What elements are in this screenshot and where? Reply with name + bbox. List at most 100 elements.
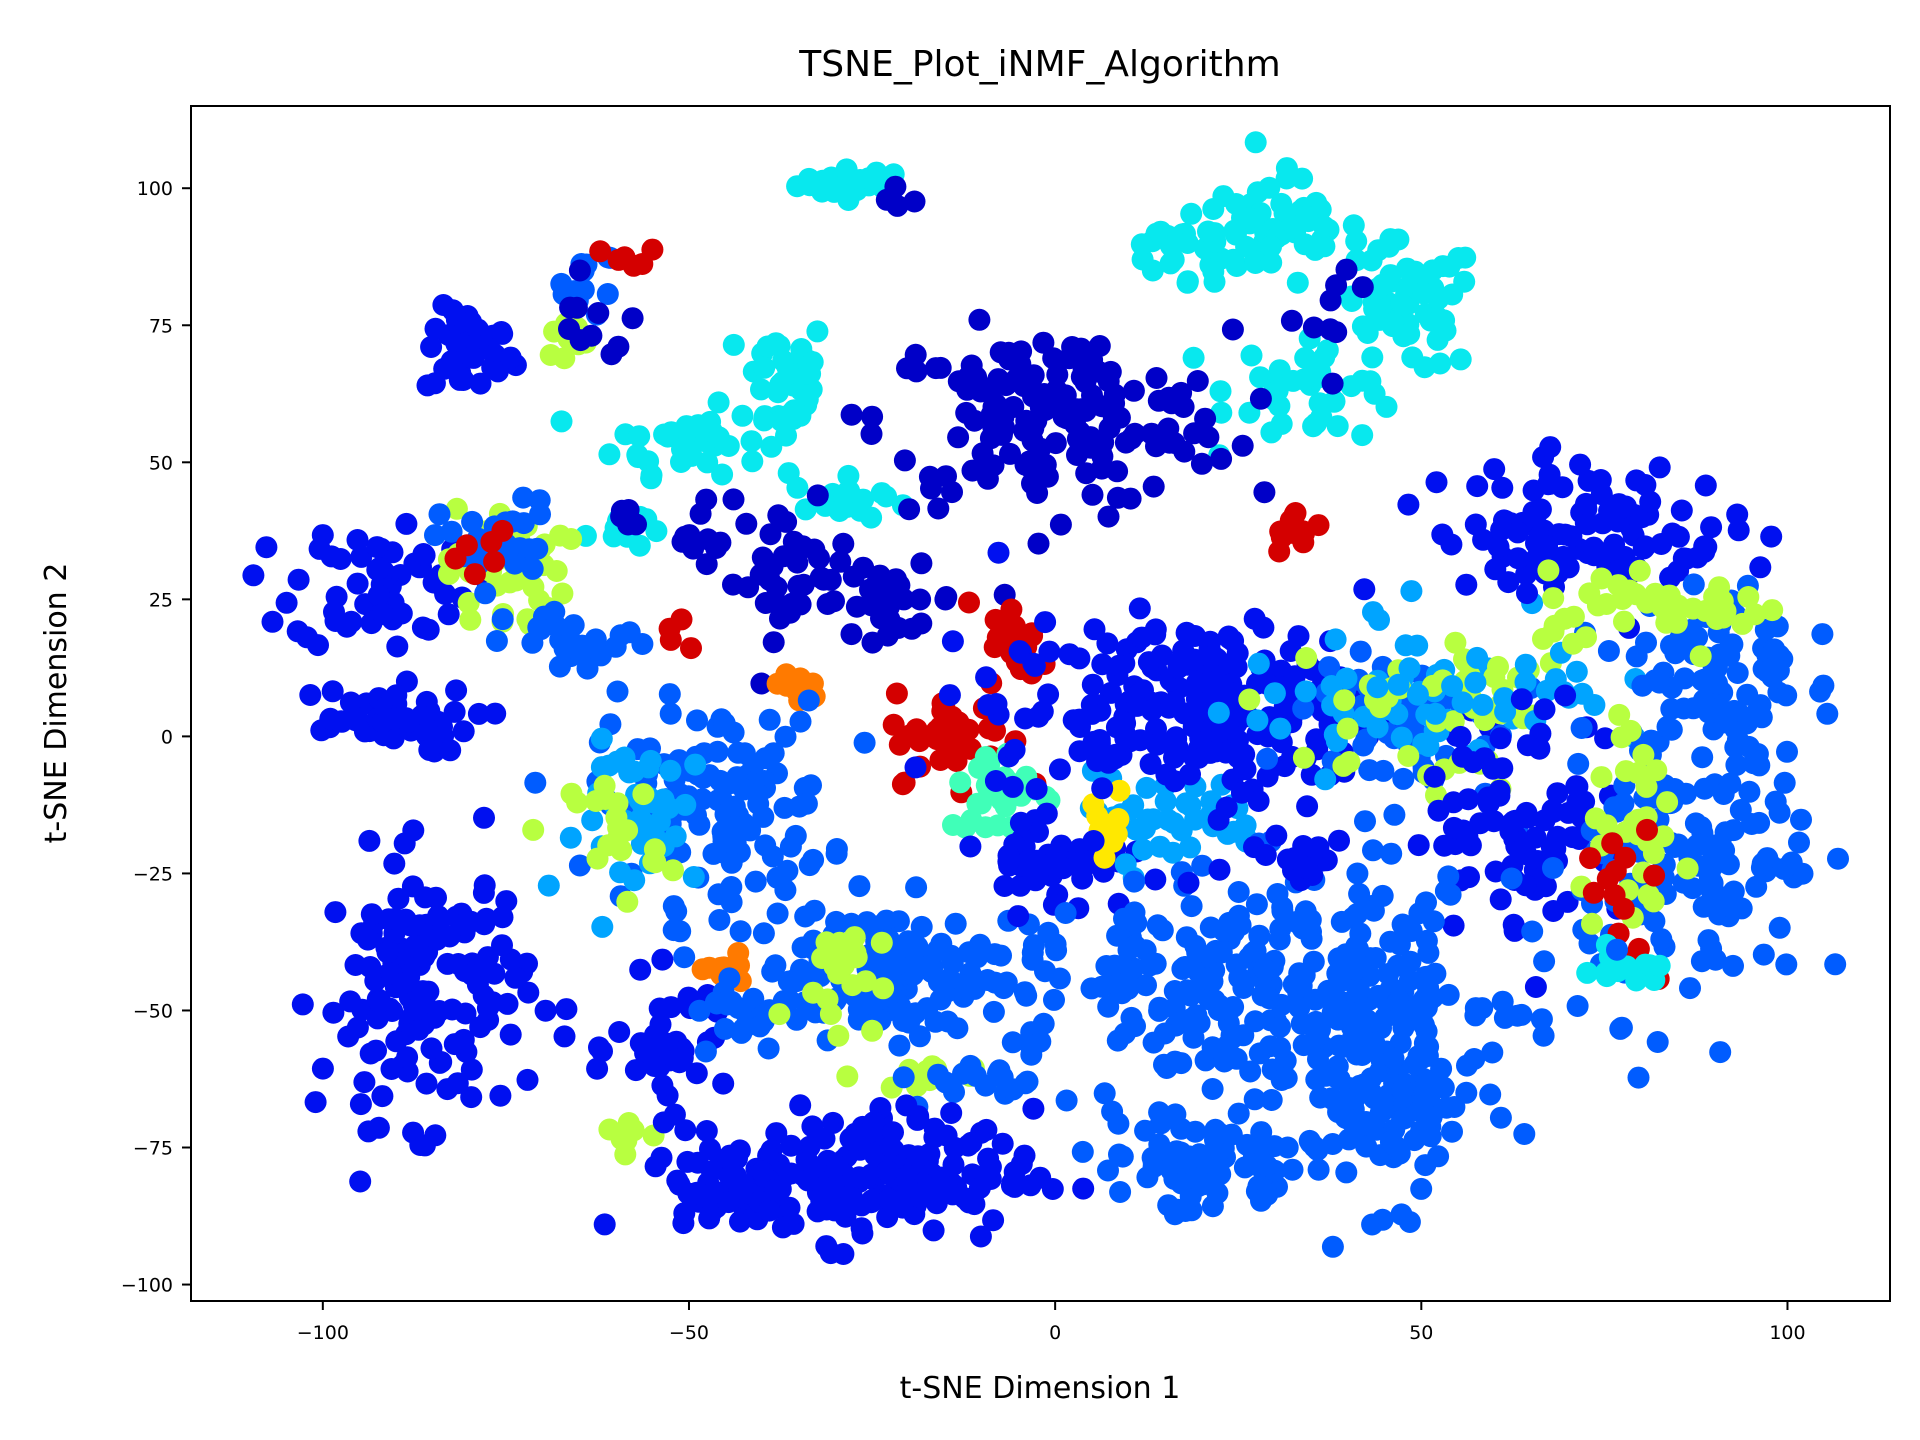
scatter-point [861,631,884,654]
scatter-point [1037,683,1060,706]
scatter-point [498,571,521,594]
y-tick-label: −25 [133,863,173,885]
scatter-point [1745,875,1768,898]
scatter-point [713,1017,736,1040]
scatter-point [774,879,797,902]
scatter-point [1101,1100,1124,1123]
scatter-point [627,446,649,469]
scatter-point [1154,790,1177,813]
scatter-point [1335,258,1358,281]
scatter-point [918,955,941,978]
scatter-point [1041,1178,1064,1200]
scatter-point [371,1085,394,1108]
scatter-point [1533,950,1556,973]
scatter-point [1603,884,1626,907]
scatter-point [784,824,807,847]
scatter-point [1130,233,1153,256]
scatter-point [758,1199,781,1222]
scatter-point [1253,481,1276,504]
scatter-point [1731,612,1754,635]
scatter-point [1390,726,1413,749]
scatter-point [927,497,950,520]
scatter-point [753,409,776,432]
scatter-point [1137,651,1160,674]
scatter-point [941,1183,964,1206]
scatter-point [854,970,877,993]
scatter-point [1188,1012,1211,1034]
scatter-point [1325,1089,1348,1112]
scatter-point [1097,995,1120,1018]
scatter-point [386,635,409,658]
scatter-point [770,409,793,432]
scatter-point [1614,760,1637,783]
scatter-point [1022,417,1045,440]
scatter-point [1282,369,1305,392]
scatter-point [671,1046,694,1069]
scatter-points [242,131,1849,1265]
scatter-point [1253,957,1276,980]
scatter-point [885,953,908,976]
scatter-point [663,1103,686,1126]
scatter-point [1371,884,1394,907]
scatter-point [392,972,415,995]
scatter-point [649,1013,672,1036]
scatter-point [1157,1194,1180,1217]
scatter-point [580,324,603,347]
scatter-point [1382,1047,1405,1070]
scatter-point [741,450,764,473]
scatter-point [1646,1031,1669,1053]
scatter-point [1182,346,1205,369]
scatter-point [1019,1174,1042,1197]
scatter-point [609,624,632,647]
scatter-point [490,321,513,343]
scatter-point [949,771,972,794]
scatter-point [1579,847,1602,870]
scatter-point [843,926,866,949]
scatter-point [750,378,772,401]
scatter-point [1535,679,1558,702]
scatter-point [851,1222,874,1245]
scatter-point [1247,790,1270,812]
scatter-point [1171,1010,1194,1033]
scatter-point [1581,912,1603,935]
scatter-point [1692,895,1715,918]
scatter-point [445,332,468,355]
scatter-point [1260,235,1282,258]
scatter-point [1648,954,1671,977]
scatter-point [713,712,736,735]
scatter-point [1207,808,1230,831]
scatter-point [1407,834,1430,857]
scatter-point [1764,790,1787,813]
scatter-point [1045,939,1068,962]
scatter-point [628,534,651,557]
scatter-point [1645,759,1668,782]
scatter-point [957,973,980,996]
scatter-point [420,1037,443,1060]
scatter-point [1416,1045,1439,1067]
scatter-point [483,550,506,573]
scatter-point [1583,694,1606,716]
scatter-point [955,401,978,424]
x-tick-label: −100 [297,1322,349,1344]
scatter-point [565,296,588,319]
scatter-point [832,532,855,555]
scatter-point [762,631,785,654]
scatter-point [1466,475,1489,498]
scatter-point [1397,493,1420,516]
scatter-point [553,1025,576,1048]
scatter-point [1491,476,1514,499]
scatter-point [1824,953,1847,976]
scatter-point [1114,712,1137,735]
scatter-point [1399,950,1422,973]
scatter-point [1667,525,1690,548]
scatter-point [1227,1102,1250,1125]
scatter-point [790,958,812,981]
scatter-point [707,391,730,414]
scatter-point [1302,415,1325,438]
scatter-point [339,990,362,1013]
scatter-point [1328,829,1350,852]
scatter-point [1309,1086,1332,1109]
scatter-point [1391,294,1414,316]
y-tick-label: −75 [133,1138,173,1160]
scatter-point [413,1134,436,1157]
